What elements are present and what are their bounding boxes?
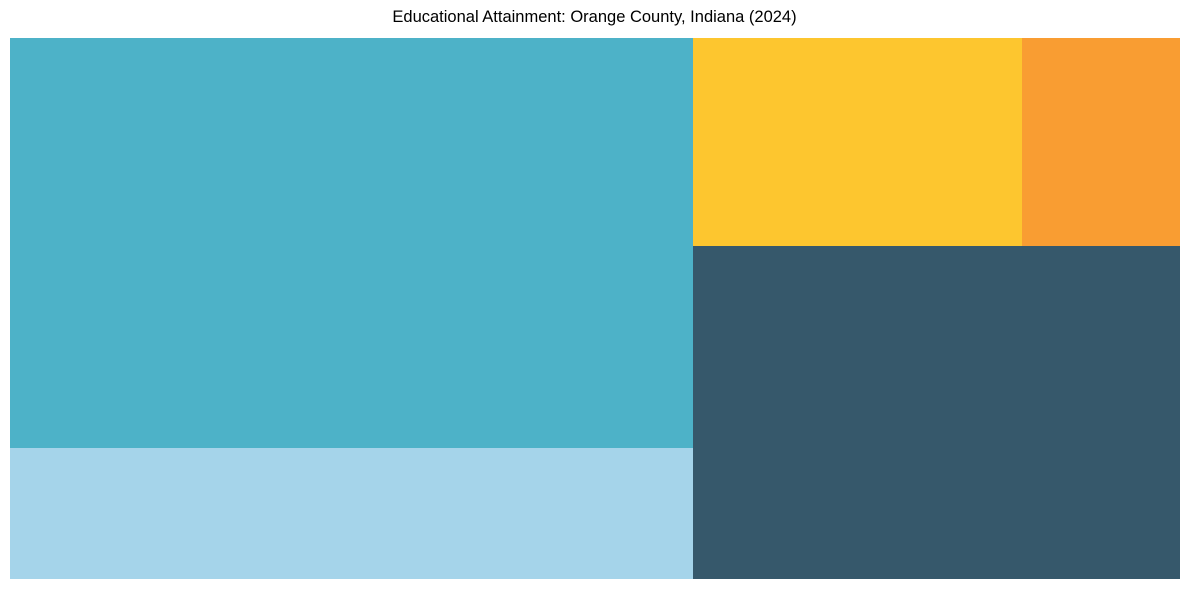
treemap-cell-light-blue (10, 448, 693, 579)
treemap-cell-dark-slate (693, 246, 1180, 579)
treemap-plot (10, 38, 1180, 579)
treemap-cell-yellow (693, 38, 1022, 246)
chart-title: Educational Attainment: Orange County, I… (392, 8, 797, 26)
treemap-cell-teal (10, 38, 693, 448)
treemap-cell-orange (1022, 38, 1180, 246)
